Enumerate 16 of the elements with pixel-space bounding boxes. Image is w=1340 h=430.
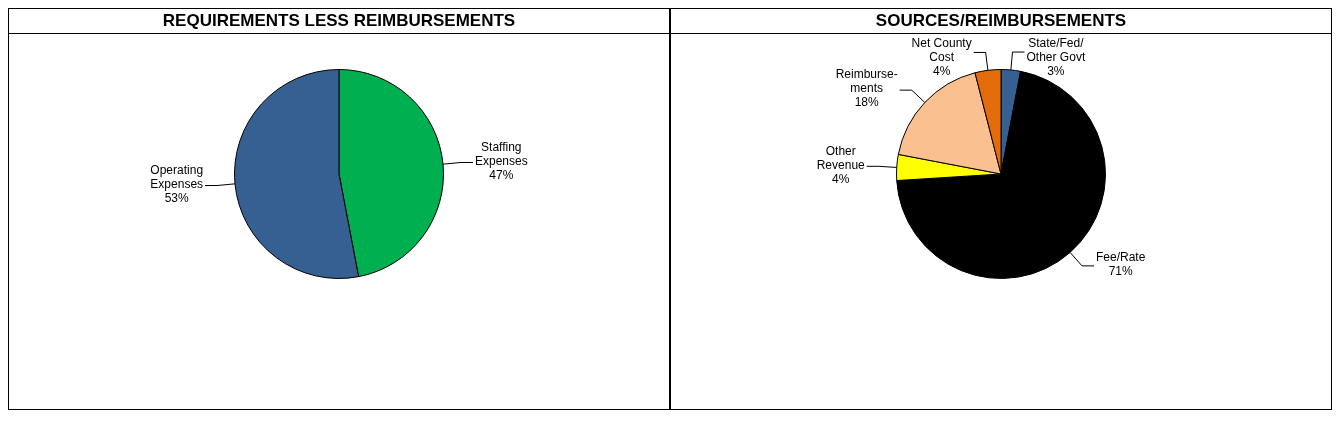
chart-title: SOURCES/REIMBURSEMENTS (671, 9, 1331, 34)
data-label: 4% (832, 171, 850, 186)
data-label: 3% (1047, 64, 1065, 79)
slice-label: Operating Expenses (150, 162, 204, 191)
slice-label: Net County Cost (911, 36, 972, 65)
slice-label: Staffing Expenses (474, 139, 528, 168)
chart-title: REQUIREMENTS LESS REIMBURSEMENTS (9, 9, 669, 34)
data-label: 53% (164, 190, 190, 205)
data-label: 4% (932, 64, 951, 79)
slice-label: Fee/Rate (1096, 250, 1146, 265)
slice-label: State/Fed/Other Govt (1026, 36, 1086, 65)
slice-label: Other Revenue (816, 143, 866, 172)
slice-label: Reimburse-ments (835, 67, 898, 96)
data-label: 47% (489, 167, 514, 182)
data-label: 18% (854, 95, 880, 110)
data-label: 71% (1108, 264, 1134, 279)
